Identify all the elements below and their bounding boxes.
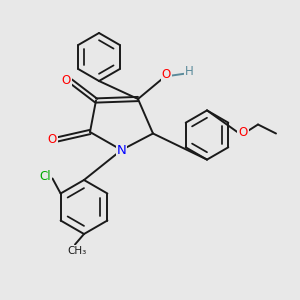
Text: N: N bbox=[117, 143, 126, 157]
Text: O: O bbox=[162, 68, 171, 81]
Text: O: O bbox=[61, 74, 70, 88]
Text: O: O bbox=[238, 126, 247, 139]
Text: O: O bbox=[48, 133, 57, 146]
Text: H: H bbox=[185, 65, 194, 78]
Text: Cl: Cl bbox=[39, 170, 51, 184]
Text: CH₃: CH₃ bbox=[67, 246, 86, 256]
